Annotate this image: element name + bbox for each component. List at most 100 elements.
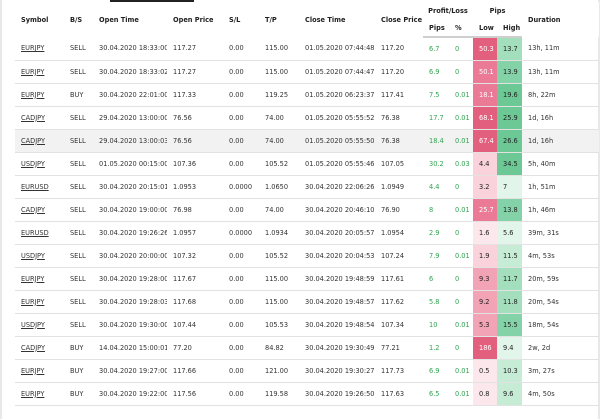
- col-header-tp[interactable]: T/P: [259, 2, 299, 37]
- close-time-cell: 30.04.2020 19:48:57: [305, 297, 375, 306]
- symbol-link[interactable]: CADJPY: [21, 113, 45, 122]
- side-cell: SELL: [70, 228, 86, 237]
- symbol-cell: CADJPY: [15, 336, 64, 359]
- close-time-cell: 01.05.2020 05:55:50: [305, 136, 375, 145]
- symbol-cell: USDJPY: [15, 244, 64, 267]
- take-profit-cell: 119.58: [265, 389, 289, 398]
- scrollbar[interactable]: [598, 0, 600, 419]
- col-header-open-time[interactable]: Open Time: [93, 2, 167, 37]
- symbol-link[interactable]: USDJPY: [21, 320, 45, 329]
- symbol-link[interactable]: EURJPY: [21, 90, 45, 99]
- profit-percent-cell: 0: [455, 274, 460, 283]
- duration-cell: 13h, 11m: [528, 44, 560, 53]
- profit-pips-cell: 2.9: [429, 228, 440, 237]
- profit-percent-cell: 0: [455, 182, 460, 191]
- symbol-link[interactable]: EURJPY: [21, 67, 45, 76]
- symbol-link[interactable]: EURUSD: [21, 182, 49, 191]
- col-header-close-time[interactable]: Close Time: [299, 2, 375, 37]
- stop-loss-cell: 0.00: [229, 136, 244, 145]
- symbol-link[interactable]: CADJPY: [21, 343, 45, 352]
- table-row: USDJPY SELL 30.04.2020 20:00:00 107.32 0.00 1…: [15, 244, 599, 267]
- left-edge: [0, 0, 2, 419]
- symbol-cell: EURJPY: [15, 60, 64, 83]
- table-row: CADJPY SELL 29.04.2020 13:00:03 76.56 0.00 74…: [15, 129, 599, 152]
- side-cell: BUY: [70, 366, 84, 375]
- stop-loss-cell: 0.00: [229, 366, 244, 375]
- open-price-cell: 76.98: [173, 205, 192, 214]
- close-time-cell: 01.05.2020 05:55:46: [305, 159, 375, 168]
- close-price-cell: 117.20: [381, 67, 405, 76]
- col-header-sl[interactable]: S/L: [223, 2, 259, 37]
- open-time-cell: 30.04.2020 19:28:00: [99, 274, 167, 283]
- symbol-link[interactable]: EURJPY: [21, 44, 45, 53]
- stop-loss-cell: 0.0000: [229, 182, 253, 191]
- close-time-cell: 30.04.2020 20:46:10: [305, 205, 375, 214]
- profit-pips-cell: 6: [429, 274, 434, 283]
- symbol-link[interactable]: CADJPY: [21, 136, 45, 145]
- close-price-cell: 76.38: [381, 136, 400, 145]
- close-time-cell: 30.04.2020 22:06:26: [305, 182, 375, 191]
- table-row: CADJPY SELL 29.04.2020 13:00:00 76.56 0.00 74…: [15, 106, 599, 129]
- profit-percent-cell: 0.01: [455, 136, 470, 145]
- symbol-cell: USDJPY: [15, 152, 64, 175]
- symbol-cell: EURJPY: [15, 382, 64, 405]
- take-profit-cell: 115.00: [265, 44, 289, 53]
- symbol-link[interactable]: EURJPY: [21, 366, 45, 375]
- high-pips-cell: 34.5: [497, 152, 522, 175]
- high-pips-cell: 11.8: [497, 290, 522, 313]
- close-price-cell: 107.34: [381, 320, 405, 329]
- low-pips-cell: 68.1: [473, 106, 497, 129]
- profit-pips-cell: 18.4: [429, 136, 444, 145]
- high-pips-cell: 15.5: [497, 313, 522, 336]
- symbol-link[interactable]: EURJPY: [21, 274, 45, 283]
- close-time-cell: 30.04.2020 19:30:27: [305, 366, 375, 375]
- open-price-cell: 107.32: [173, 251, 197, 260]
- col-header-symbol[interactable]: Symbol: [15, 2, 64, 37]
- symbol-link[interactable]: USDJPY: [21, 251, 45, 260]
- col-header-duration[interactable]: Duration: [522, 2, 599, 37]
- symbol-link[interactable]: EURUSD: [21, 228, 49, 237]
- side-cell: SELL: [70, 205, 86, 214]
- symbol-link[interactable]: EURJPY: [21, 297, 45, 306]
- table-row: EURUSD SELL 30.04.2020 20:15:01 1.0953 0.000…: [15, 175, 599, 198]
- high-pips-cell: 13.9: [497, 60, 522, 83]
- profit-pips-cell: 17.7: [429, 113, 444, 122]
- low-pips-cell: 18.1: [473, 83, 497, 106]
- table-header: Symbol B/S Open Time Open Price S/L T/P …: [15, 2, 599, 38]
- col-header-pl-pips[interactable]: Pips: [423, 19, 449, 38]
- col-header-low[interactable]: Low: [473, 19, 497, 38]
- stop-loss-cell: 0.00: [229, 274, 244, 283]
- profit-percent-cell: 0: [455, 297, 460, 306]
- symbol-link[interactable]: EURJPY: [21, 389, 45, 398]
- profit-pips-cell: 7.9: [429, 251, 440, 260]
- high-pips-cell: 25.9: [497, 106, 522, 129]
- take-profit-cell: 84.82: [265, 343, 284, 352]
- col-header-close-price[interactable]: Close Price: [375, 2, 423, 37]
- table-row: USDJPY SELL 01.05.2020 00:15:00 107.36 0.00 1…: [15, 152, 599, 175]
- symbol-cell: EURJPY: [15, 267, 64, 290]
- close-price-cell: 76.90: [381, 205, 400, 214]
- open-price-cell: 77.20: [173, 343, 192, 352]
- take-profit-cell: 115.00: [265, 274, 289, 283]
- high-pips-cell: 5.6: [497, 221, 522, 244]
- profit-pips-cell: 6.9: [429, 67, 440, 76]
- symbol-link[interactable]: CADJPY: [21, 205, 45, 214]
- col-header-high[interactable]: High: [497, 19, 522, 38]
- open-price-cell: 107.36: [173, 159, 197, 168]
- open-price-cell: 107.44: [173, 320, 197, 329]
- take-profit-cell: 1.0934: [265, 228, 289, 237]
- low-pips-cell: 3.2: [473, 175, 497, 198]
- profit-pips-cell: 6.7: [429, 44, 440, 53]
- duration-cell: 39m, 31s: [528, 228, 559, 237]
- duration-cell: 13h, 11m: [528, 67, 560, 76]
- symbol-link[interactable]: USDJPY: [21, 159, 45, 168]
- col-header-bs[interactable]: B/S: [64, 2, 93, 37]
- col-header-pl-percent[interactable]: %: [449, 19, 473, 38]
- low-pips-cell: 4.4: [473, 152, 497, 175]
- profit-percent-cell: 0: [455, 44, 460, 53]
- side-cell: SELL: [70, 297, 86, 306]
- symbol-cell: EURUSD: [15, 221, 64, 244]
- side-cell: BUY: [70, 389, 84, 398]
- col-header-open-price[interactable]: Open Price: [167, 2, 223, 37]
- table-row: EURJPY BUY 30.04.2020 19:22:00 117.56 0.00 11…: [15, 382, 599, 405]
